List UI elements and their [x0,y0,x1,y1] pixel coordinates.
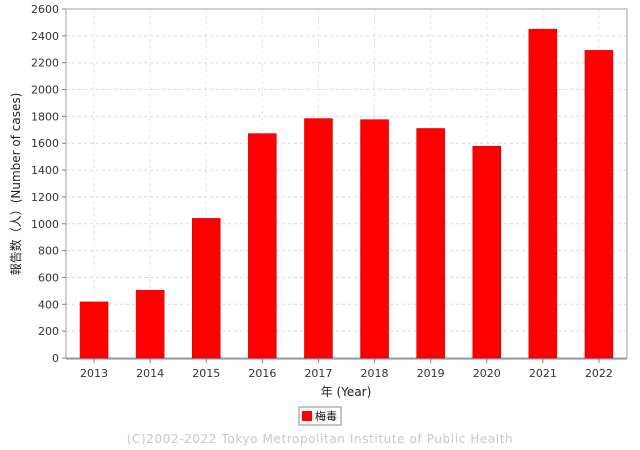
y-tick-label: 1000 [31,218,59,231]
y-tick-label: 2400 [31,30,59,43]
x-tick-label: 2022 [585,367,613,380]
legend-label: 梅毒 [315,409,337,423]
bar-2021 [528,28,558,359]
bar-2013 [79,301,109,359]
bar-2019 [416,128,445,359]
x-axis-title: 年 (Year) [321,385,372,399]
y-tick-label: 2000 [31,84,59,97]
bars [79,28,614,359]
x-tick-label: 2017 [304,367,332,380]
copyright-text: (C)2002-2022 Tokyo Metropolitan Institut… [127,432,514,446]
x-tick-label: 2013 [80,367,108,380]
bar-2014 [135,289,165,359]
y-tick-label: 2200 [31,57,59,70]
y-tick-label: 2600 [31,3,59,16]
x-tick-label: 2014 [136,367,164,380]
x-tick-label: 2016 [248,367,276,380]
x-tick-label: 2021 [529,367,557,380]
legend: 梅毒 [298,406,342,426]
x-axis: 2013 2014 2015 2016 2017 2018 2019 2020 2021 2022 [66,358,627,380]
y-axis: 0 200 400 600 800 1000 1200 1400 1600 1800 2000 220… [31,3,66,365]
x-tick-label: 2019 [417,367,445,380]
y-tick-label: 1400 [31,164,59,177]
y-tick-label: 1200 [31,191,59,204]
y-tick-label: 1600 [31,137,59,150]
y-axis-title: 報告数（人）(Number of cases) [8,93,23,276]
bar-2020 [472,145,502,359]
bar-2017 [304,118,333,359]
legend-swatch [302,411,312,421]
bar-2018 [360,119,389,359]
x-tick-label: 2018 [361,367,389,380]
y-tick-label: 400 [38,298,59,311]
bar-2022 [584,50,614,359]
y-tick-label: 200 [38,325,59,338]
y-tick-label: 0 [52,352,59,365]
y-tick-label: 600 [38,271,59,284]
y-tick-label: 1800 [31,110,59,123]
x-tick-label: 2015 [192,367,220,380]
x-tick-label: 2020 [473,367,501,380]
y-tick-label: 800 [38,245,59,258]
bar-2016 [248,133,277,359]
bar-2015 [191,218,221,359]
